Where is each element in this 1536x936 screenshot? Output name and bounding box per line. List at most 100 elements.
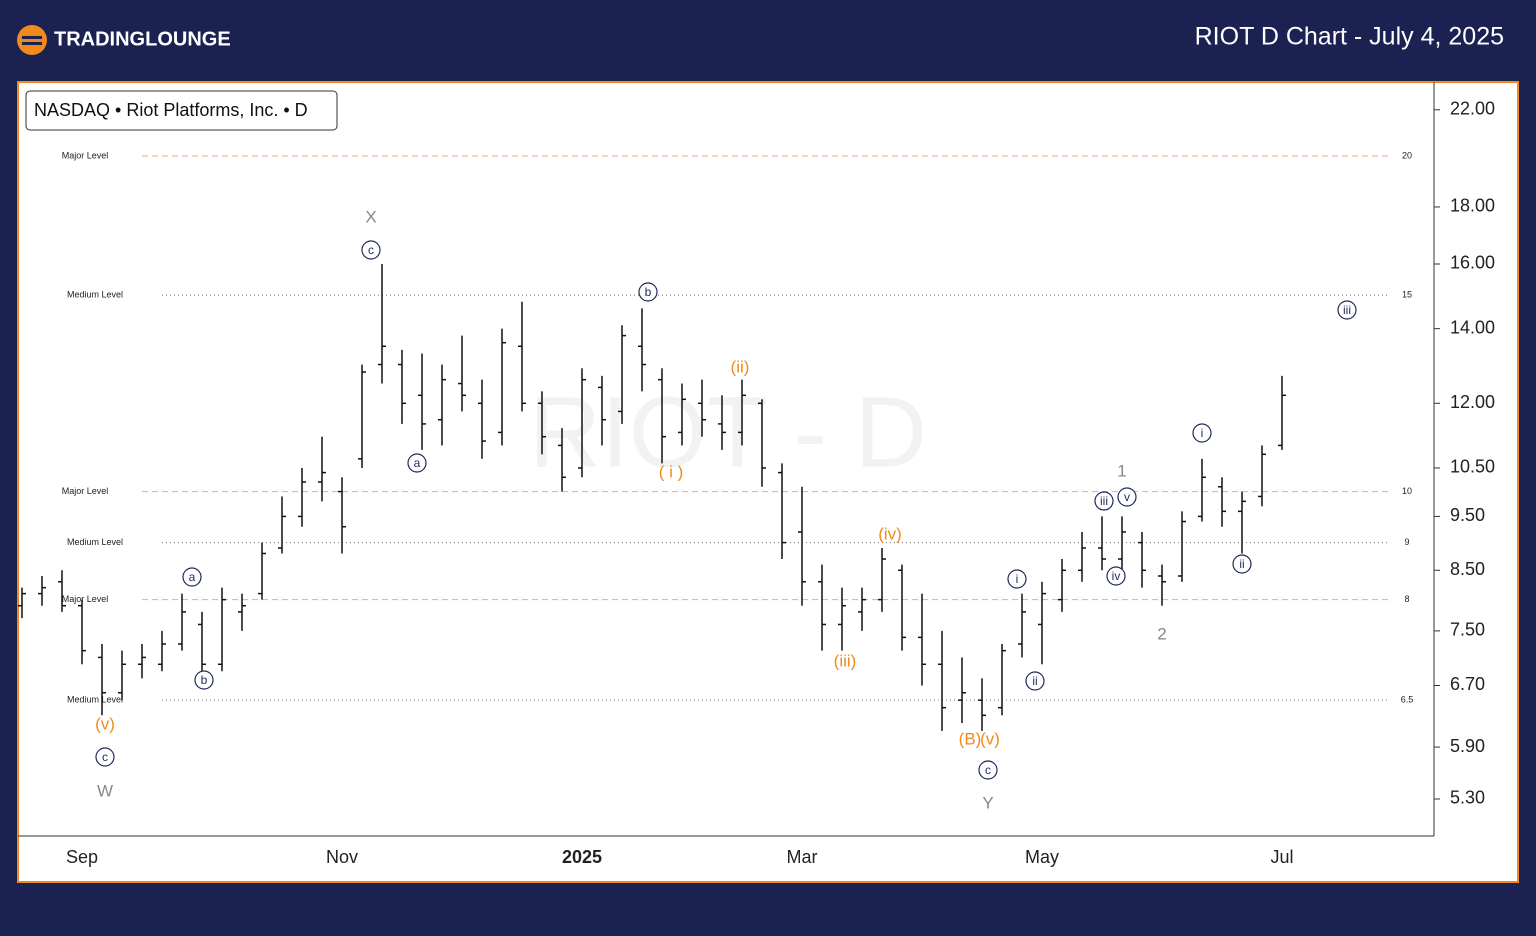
x-tick-label: Nov [326, 847, 358, 867]
ohlc-bar [758, 399, 766, 487]
ohlc-bar [698, 379, 706, 437]
ohlc-bar [458, 335, 466, 412]
level-value: 20 [1402, 150, 1412, 160]
wave-circle [1232, 554, 1252, 574]
ohlc-bar [1258, 445, 1266, 507]
wave-label: (iii) [834, 651, 857, 670]
x-tick-label: May [1025, 847, 1059, 867]
wave-label: iv [1112, 569, 1121, 583]
ohlc-bar [818, 564, 826, 651]
logo: TRADINGLOUNGE [17, 25, 231, 55]
ohlc-bar [18, 587, 26, 619]
ohlc-bar [258, 542, 266, 600]
wave-label: c [368, 243, 374, 257]
wave-label: Y [982, 793, 993, 812]
wave-label: (iv) [878, 524, 902, 543]
wave-label: 2 [1157, 624, 1166, 643]
level-value: 9 [1404, 537, 1409, 547]
level-name: Medium Level [67, 695, 123, 705]
level-name: Medium Level [67, 290, 123, 300]
wave-circle [1192, 423, 1212, 443]
ohlc-bar [838, 587, 846, 651]
wave-label: iii [1343, 303, 1351, 317]
legend-box [25, 90, 338, 131]
wave-circle [1007, 569, 1027, 589]
y-tick-label: 12.00 [1450, 392, 1495, 412]
ohlc-bar [738, 379, 746, 446]
level-value: 6.5 [1401, 695, 1414, 705]
wave-circle [1106, 566, 1126, 586]
wave-label: W [97, 781, 113, 800]
ohlc-bar [1078, 531, 1086, 582]
legend-text: NASDAQ • Riot Platforms, Inc. • D [34, 100, 308, 120]
wave-circle [95, 747, 115, 767]
ohlc-bar [198, 611, 206, 679]
ohlc-bar [118, 650, 126, 701]
ohlc-bar [98, 643, 106, 716]
ohlc-bar [878, 548, 886, 612]
wave-label: X [365, 207, 376, 226]
level-name: Major Level [62, 486, 109, 496]
ohlc-bar [718, 395, 726, 450]
wave-label: c [985, 763, 991, 777]
ohlc-bar [278, 496, 286, 554]
ohlc-bar [1118, 516, 1126, 571]
chart-panel [17, 81, 1519, 883]
y-tick-label: 14.00 [1450, 317, 1495, 337]
wave-circle [1337, 300, 1357, 320]
logo-icon-line [22, 42, 42, 45]
ohlc-bar [578, 368, 586, 478]
wave-circle [361, 240, 381, 260]
wave-label: a [189, 570, 196, 584]
y-tick-label: 5.90 [1450, 736, 1485, 756]
y-tick-label: 22.00 [1450, 99, 1495, 119]
x-tick-label: Mar [787, 847, 818, 867]
ohlc-bar [858, 587, 866, 631]
ohlc-bar [418, 353, 426, 450]
wave-label: ( i ) [659, 462, 684, 481]
ohlc-bar [1018, 593, 1026, 658]
level-name: Major Level [62, 150, 109, 160]
ohlc-bar [238, 593, 246, 631]
ohlc-bar [1218, 477, 1226, 527]
ohlc-bar [598, 375, 606, 446]
ohlc-bar [778, 463, 786, 560]
wave-label: i [1016, 572, 1019, 586]
wave-label: (v) [95, 714, 115, 733]
y-tick-label: 18.00 [1450, 196, 1495, 216]
ohlc-bar [678, 383, 686, 446]
ohlc-bar [58, 570, 66, 612]
y-tick-label: 16.00 [1450, 253, 1495, 273]
x-tick-label: Sep [66, 847, 98, 867]
logo-icon [17, 25, 47, 55]
wave-label: c [102, 750, 108, 764]
y-tick-label: 7.50 [1450, 620, 1485, 640]
x-tick-label: 2025 [562, 847, 602, 867]
wave-label: (B) [959, 729, 982, 748]
ohlc-bar [1178, 511, 1186, 582]
ohlc-bar [978, 678, 986, 731]
level-name: Medium Level [67, 537, 123, 547]
wave-label: a [414, 456, 421, 470]
wave-label: b [645, 285, 652, 299]
ohlc-bar [338, 477, 346, 554]
y-tick-label: 9.50 [1450, 505, 1485, 525]
ohlc-bar [398, 349, 406, 424]
ohlc-bar [1058, 559, 1066, 612]
ohlc-bar [378, 263, 386, 384]
wave-circle [194, 670, 214, 690]
logo-text: TRADINGLOUNGE [54, 28, 231, 50]
ohlc-bar [958, 657, 966, 724]
wave-label: v [1124, 490, 1130, 504]
ohlc-bar [1138, 531, 1146, 588]
ohlc-bar [298, 467, 306, 527]
y-tick-label: 6.70 [1450, 674, 1485, 694]
ohlc-bar [1158, 564, 1166, 606]
ohlc-bar [1238, 491, 1246, 554]
ohlc-bar [918, 593, 926, 686]
ohlc-bar [138, 643, 146, 679]
x-tick-label: Jul [1270, 847, 1293, 867]
wave-circle [1025, 671, 1045, 691]
ohlc-bar [1198, 458, 1206, 522]
